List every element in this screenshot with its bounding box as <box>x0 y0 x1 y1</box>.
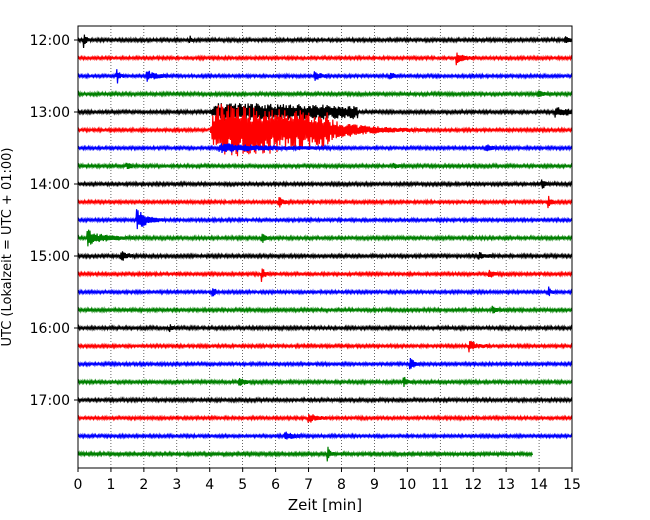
x-axis-label: Zeit [min] <box>288 496 362 514</box>
x-tick-label: 2 <box>139 477 148 493</box>
y-axis-ticks: 12:00 13:00 14:00 15:00 16:00 17:00 <box>30 33 78 409</box>
seismogram-trace <box>77 413 573 423</box>
seismogram-trace <box>77 69 573 84</box>
seismogram-traces <box>77 34 573 462</box>
seismogram-trace <box>77 103 573 122</box>
seismogram-trace <box>77 286 573 297</box>
x-tick-label: 7 <box>304 477 313 493</box>
seismogram-trace <box>77 162 573 170</box>
seismogram-trace <box>77 90 573 98</box>
x-axis-ticks: 0 1 2 3 4 5 6 7 8 9 10 11 12 13 14 15 <box>74 468 581 493</box>
seismogram-trace <box>77 143 573 154</box>
x-tick-label: 9 <box>370 477 379 493</box>
x-tick-label: 8 <box>337 477 346 493</box>
seismogram-trace <box>77 195 573 209</box>
x-tick-label: 10 <box>398 477 416 493</box>
x-tick-label: 11 <box>431 477 449 493</box>
y-tick-label: 16:00 <box>30 321 70 337</box>
seismogram-trace <box>77 103 573 157</box>
seismogram-trace <box>77 305 573 314</box>
y-tick-label: 14:00 <box>30 177 70 193</box>
seismogram-trace <box>77 340 573 353</box>
y-tick-label: 13:00 <box>30 105 70 121</box>
x-tick-label: 15 <box>563 477 581 493</box>
x-tick-label: 6 <box>271 477 280 493</box>
y-tick-label: 17:00 <box>30 393 70 409</box>
seismogram-trace <box>77 446 534 462</box>
x-tick-label: 3 <box>172 477 181 493</box>
y-axis-label: UTC (Lokalzeit = UTC + 01:00) <box>0 148 15 347</box>
x-tick-label: 5 <box>238 477 247 493</box>
seismogram-trace <box>77 209 573 230</box>
x-tick-label: 13 <box>497 477 515 493</box>
seismogram-trace <box>77 179 573 189</box>
seismogram-trace <box>77 52 573 66</box>
seismogram-trace <box>77 357 573 370</box>
seismogram-trace <box>77 324 573 333</box>
seismogram-trace <box>77 396 573 404</box>
seismogram-trace <box>77 376 573 387</box>
plot-frame <box>77 25 573 469</box>
x-tick-label: 1 <box>106 477 115 493</box>
x-tick-label: 0 <box>74 477 83 493</box>
x-tick-label: 14 <box>530 477 548 493</box>
y-tick-label: 15:00 <box>30 249 70 265</box>
x-tick-label: 12 <box>464 477 482 493</box>
seismogram-trace <box>77 431 573 440</box>
y-tick-label: 12:00 <box>30 33 70 49</box>
seismogram-trace <box>77 229 573 247</box>
seismogram-trace <box>77 34 573 49</box>
seismogram-trace <box>77 251 573 261</box>
x-tick-label: 4 <box>205 477 214 493</box>
seismogram-trace <box>77 268 573 282</box>
